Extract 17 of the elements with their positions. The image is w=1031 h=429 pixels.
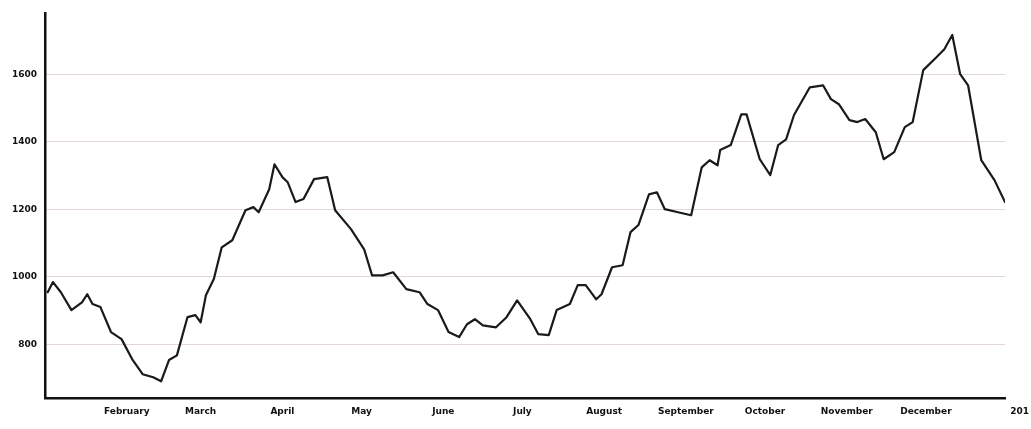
x-tick-label: November — [820, 405, 874, 416]
x-tick-label: May — [351, 405, 372, 416]
x-tick-label: October — [744, 405, 786, 416]
x-tick-label: August — [586, 405, 623, 416]
x-tick-label: March — [185, 405, 217, 416]
y-tick-label: 1400 — [11, 136, 38, 147]
x-tick-label: February — [104, 405, 150, 416]
y-tick-label: 1600 — [11, 68, 38, 79]
text: 201 — [1010, 406, 1029, 417]
x-tick-label: July — [512, 405, 532, 416]
x-tick-label: April — [270, 405, 295, 416]
x-tick-label: June — [431, 405, 455, 416]
x-tick-label: December — [900, 405, 953, 416]
y-tick-label: 1000 — [11, 271, 38, 282]
y-tick-label: 1200 — [11, 203, 38, 214]
y-tick-label: 800 — [18, 338, 38, 349]
x-tick-label: September — [657, 405, 715, 416]
